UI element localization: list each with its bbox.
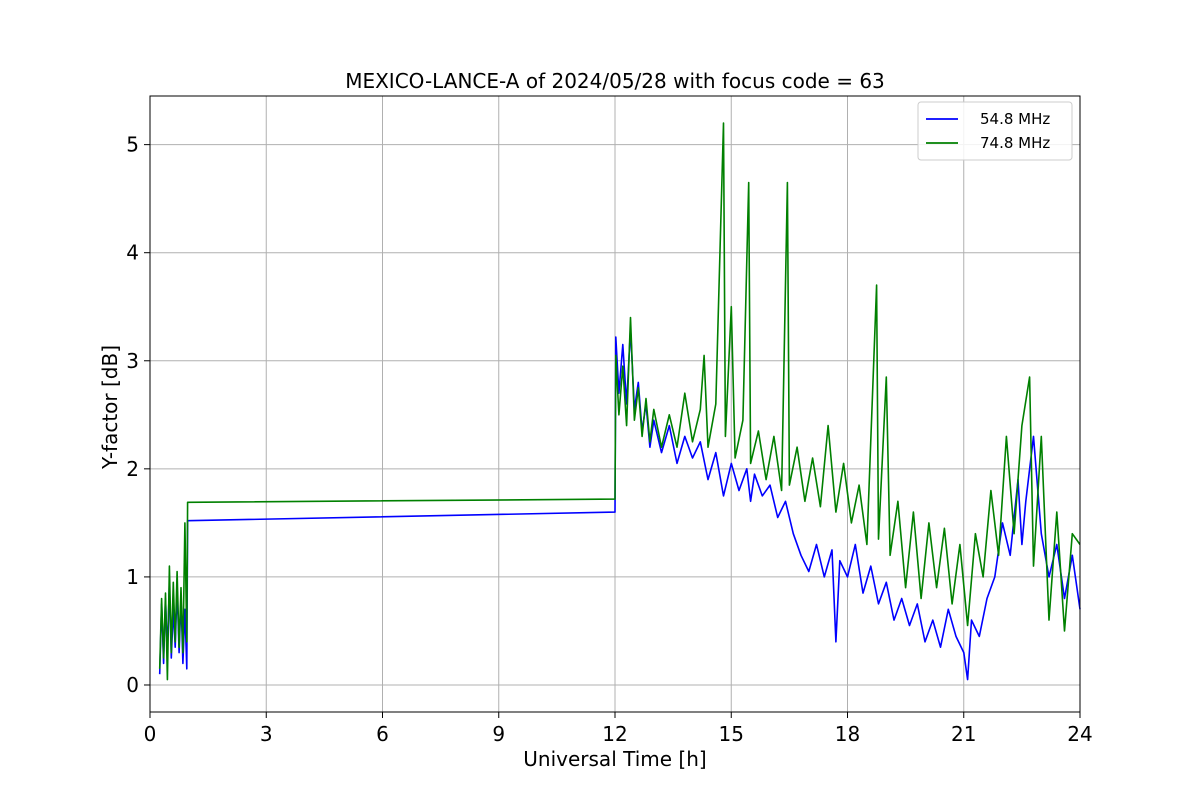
- x-tick-label: 0: [144, 722, 157, 746]
- y-tick-label: 0: [126, 673, 139, 697]
- y-tick-label: 1: [126, 565, 139, 589]
- chart-title: MEXICO-LANCE-A of 2024/05/28 with focus …: [345, 69, 885, 93]
- legend: 54.8 MHz 74.8 MHz: [917, 101, 1073, 161]
- y-tick-label: 4: [126, 241, 139, 265]
- legend-label-2: 74.8 MHz: [980, 134, 1050, 152]
- series-line-2: [158, 122, 1081, 681]
- y-tick-label: 5: [126, 133, 139, 157]
- legend-label-1: 54.8 MHz: [980, 110, 1050, 128]
- y-tick-label: 2: [126, 457, 139, 481]
- x-tick-label: 21: [951, 722, 976, 746]
- x-tick-label: 3: [260, 722, 273, 746]
- x-axis-label: Universal Time [h]: [523, 747, 706, 771]
- x-tick-label: 18: [835, 722, 860, 746]
- series-layer: [158, 122, 1081, 681]
- x-tick-label: 6: [376, 722, 389, 746]
- legend-box: [917, 101, 1073, 161]
- x-tick-label: 24: [1067, 722, 1092, 746]
- y-tick-label: 3: [126, 349, 139, 373]
- y-axis-label: Y-factor [dB]: [98, 345, 122, 470]
- x-tick-label: 9: [492, 722, 505, 746]
- x-tick-label: 12: [602, 722, 627, 746]
- x-tick-label: 15: [719, 722, 744, 746]
